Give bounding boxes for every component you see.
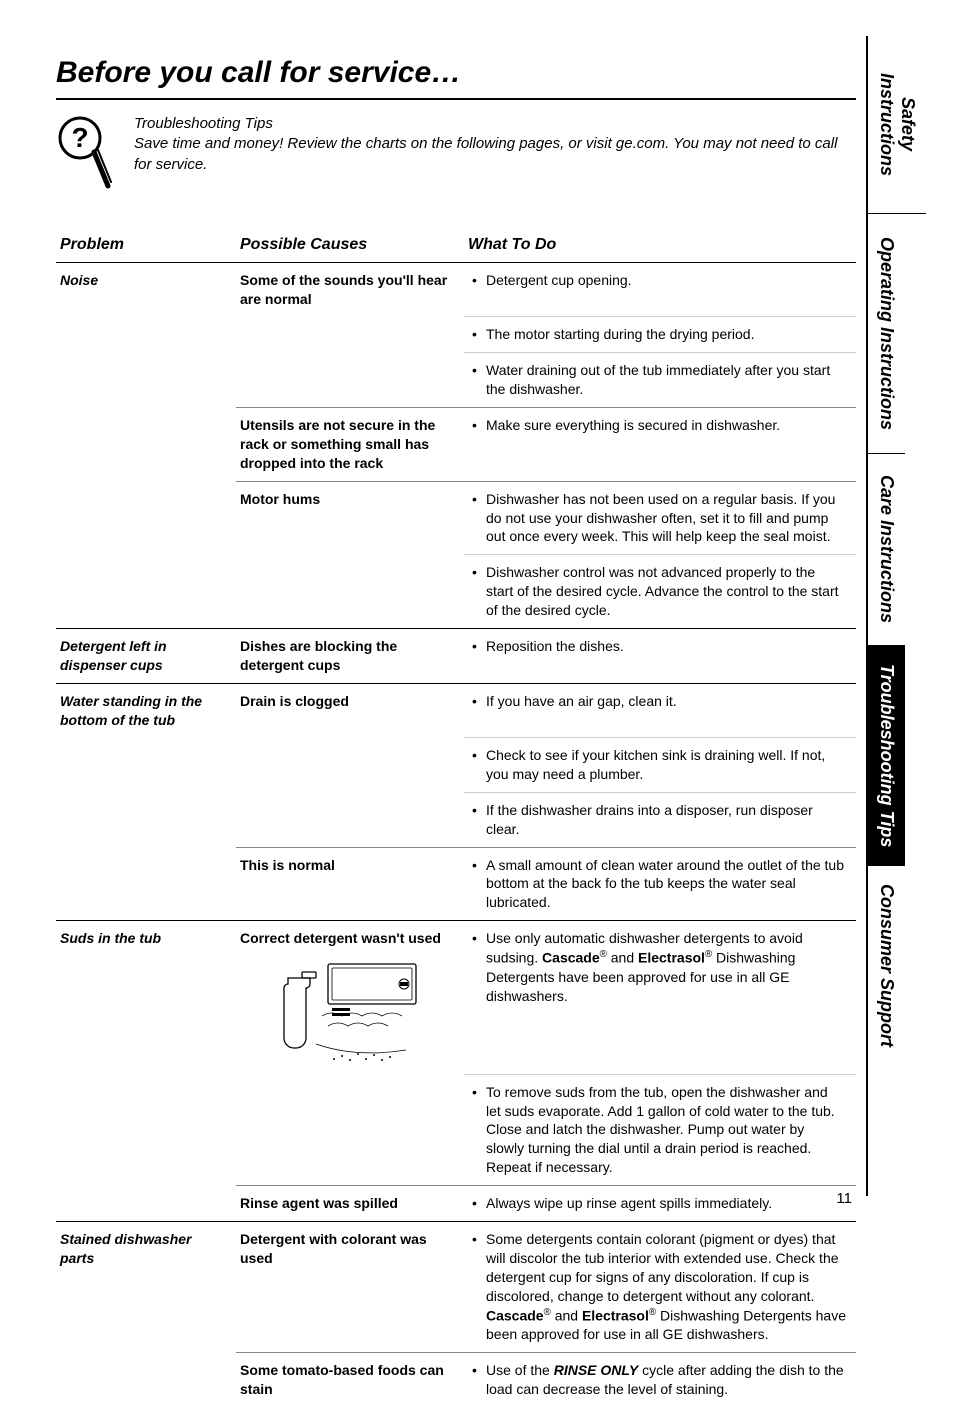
table-row: NoiseSome of the sounds you'll hear are … [56,263,856,317]
intro-text: Troubleshooting Tips Save time and money… [134,114,856,175]
cell-cause [236,317,464,353]
table-row: Motor humsDishwasher has not been used o… [56,481,856,555]
cell-what: To remove suds from the tub, open the di… [464,1074,856,1185]
cell-problem: Water standing in the bottom of the tub [56,683,236,737]
cell-problem [56,1074,236,1185]
cell-problem: Suds in the tub [56,921,236,1074]
cell-cause [236,1074,464,1185]
cell-what: Dishwasher has not been used on a regula… [464,481,856,555]
cell-what: If you have an air gap, clean it. [464,683,856,737]
cell-cause [236,353,464,408]
cell-what: Dishwasher control was not advanced prop… [464,555,856,629]
cell-cause [236,555,464,629]
table-row: Water standing in the bottom of the tubD… [56,683,856,737]
cell-problem: Stained dishwasher parts [56,1222,236,1353]
cell-cause: Dishes are blocking the detergent cups [236,628,464,683]
cell-problem: Detergent left in dispenser cups [56,628,236,683]
cell-cause: Some tomato-based foods can stain [236,1353,464,1407]
detergent-illustration [240,956,454,1066]
cell-cause: Rinse agent was spilled [236,1186,464,1222]
col-header-what: What To Do [464,230,856,263]
intro-row: ? Troubleshooting Tips Save time and mon… [56,114,856,200]
side-tabs: Safety Instructions Operating Instructio… [866,36,906,1196]
cell-what: Some detergents contain colorant (pigmen… [464,1222,856,1353]
cell-what: A small amount of clean water around the… [464,847,856,921]
cell-what: Detergent cup opening. [464,263,856,317]
table-row: Suds in the tubCorrect detergent wasn't … [56,921,856,1074]
tab-care[interactable]: Care Instructions [868,454,905,646]
table-row: Some tomato-based foods can stainUse of … [56,1353,856,1407]
cell-problem: Noise [56,263,236,317]
cell-what: Reposition the dishes. [464,628,856,683]
table-row: The motor starting during the drying per… [56,317,856,353]
cell-what: If the dishwasher drains into a disposer… [464,792,856,847]
cell-cause: Utensils are not secure in the rack or s… [236,407,464,481]
tab-safety[interactable]: Safety Instructions [868,36,926,214]
cell-cause: This is normal [236,847,464,921]
table-row: Check to see if your kitchen sink is dra… [56,738,856,793]
cell-cause: Correct detergent wasn't used [236,921,464,1074]
cell-what: Check to see if your kitchen sink is dra… [464,738,856,793]
table-body: NoiseSome of the sounds you'll hear are … [56,263,856,1407]
cell-what: Water draining out of the tub immediatel… [464,353,856,408]
tab-consumer[interactable]: Consumer Support [868,866,905,1066]
cell-problem [56,353,236,408]
title-row: Before you call for service… [56,56,856,100]
table-row: To remove suds from the tub, open the di… [56,1074,856,1185]
page-content: Before you call for service… ? Troublesh… [56,56,856,1407]
cell-problem [56,407,236,481]
col-header-cause: Possible Causes [236,230,464,263]
table-row: Detergent left in dispenser cupsDishes a… [56,628,856,683]
cell-cause [236,738,464,793]
table-row: Stained dishwasher partsDetergent with c… [56,1222,856,1353]
table-row: Water draining out of the tub immediatel… [56,353,856,408]
cell-cause: Drain is clogged [236,683,464,737]
page-number: 11 [836,1190,852,1207]
cell-problem [56,317,236,353]
cell-what: The motor starting during the drying per… [464,317,856,353]
table-row: Rinse agent was spilledAlways wipe up ri… [56,1186,856,1222]
cell-what: Use of the RINSE ONLY cycle after adding… [464,1353,856,1407]
tab-operating[interactable]: Operating Instructions [868,214,905,454]
cell-cause: Detergent with colorant was used [236,1222,464,1353]
intro-heading: Troubleshooting Tips [134,114,856,134]
svg-text:?: ? [71,122,88,153]
intro-body: Save time and money! Review the charts o… [134,134,856,175]
troubleshooting-table: Problem Possible Causes What To Do Noise… [56,230,856,1407]
cell-what: Make sure everything is secured in dishw… [464,407,856,481]
tab-troubleshooting[interactable]: Troubleshooting Tips [868,646,905,866]
cell-problem [56,481,236,555]
cell-cause: Motor hums [236,481,464,555]
table-row: This is normalA small amount of clean wa… [56,847,856,921]
cell-problem [56,738,236,793]
cell-problem [56,555,236,629]
page-title: Before you call for service… [56,56,856,90]
cell-cause: Some of the sounds you'll hear are norma… [236,263,464,317]
table-row: Dishwasher control was not advanced prop… [56,555,856,629]
table-row: If the dishwasher drains into a disposer… [56,792,856,847]
cell-problem [56,1186,236,1222]
cell-what: Always wipe up rinse agent spills immedi… [464,1186,856,1222]
cell-problem [56,1353,236,1407]
cell-cause [236,792,464,847]
col-header-problem: Problem [56,230,236,263]
cell-problem [56,847,236,921]
table-row: Utensils are not secure in the rack or s… [56,407,856,481]
cell-what: Use only automatic dishwasher detergents… [464,921,856,1074]
cell-problem [56,792,236,847]
help-icon: ? [56,114,112,200]
